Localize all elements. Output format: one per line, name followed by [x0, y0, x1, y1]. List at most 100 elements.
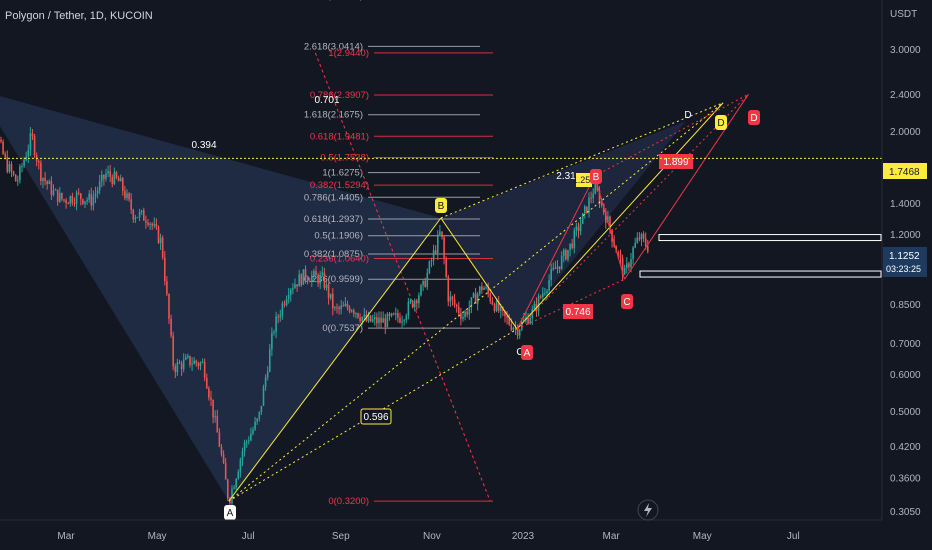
candle-body[interactable]: [388, 313, 391, 316]
candle-body[interactable]: [638, 237, 641, 240]
candle-body[interactable]: [430, 260, 433, 262]
candle-body[interactable]: [134, 217, 137, 220]
candle-body[interactable]: [558, 266, 561, 269]
candle-body[interactable]: [208, 388, 210, 398]
candle-body[interactable]: [623, 267, 626, 275]
candle-body[interactable]: [640, 234, 643, 240]
candle-body[interactable]: [48, 181, 51, 185]
candle-body[interactable]: [451, 296, 454, 300]
candle-body[interactable]: [325, 284, 328, 288]
candle-body[interactable]: [369, 315, 372, 322]
candle-body[interactable]: [472, 293, 475, 298]
candle-body[interactable]: [166, 281, 168, 295]
candle-body[interactable]: [145, 220, 147, 223]
candle-body[interactable]: [126, 193, 128, 199]
candle-body[interactable]: [327, 284, 330, 299]
candle-body[interactable]: [340, 305, 342, 309]
candle-body[interactable]: [88, 193, 90, 200]
candle-body[interactable]: [69, 196, 72, 204]
candle-body[interactable]: [367, 315, 370, 322]
candle-body[interactable]: [264, 377, 267, 387]
candle-body[interactable]: [329, 293, 332, 299]
candle-body[interactable]: [281, 303, 284, 316]
candle-body[interactable]: [512, 328, 515, 330]
candle-body[interactable]: [405, 315, 408, 321]
candle-body[interactable]: [455, 304, 458, 307]
candle-body[interactable]: [63, 199, 65, 201]
yellow-leg-cd[interactable]: [516, 102, 724, 330]
candle-body[interactable]: [371, 319, 374, 322]
candle-body[interactable]: [544, 293, 546, 295]
candle-body[interactable]: [390, 313, 393, 316]
candle-body[interactable]: [6, 156, 9, 172]
candle-body[interactable]: [434, 250, 437, 254]
candle-body[interactable]: [424, 280, 426, 287]
candle-body[interactable]: [294, 284, 296, 289]
candle-body[interactable]: [237, 471, 240, 480]
candle-body[interactable]: [598, 190, 601, 205]
yellow-leg-bc[interactable]: [440, 217, 518, 330]
red-leg-bd[interactable]: [594, 93, 749, 177]
candle-body[interactable]: [172, 335, 174, 367]
candle-body[interactable]: [155, 223, 158, 227]
candle-body[interactable]: [40, 162, 42, 182]
candle-body[interactable]: [571, 243, 573, 249]
candle-body[interactable]: [252, 429, 254, 434]
time-axis-panel[interactable]: [0, 520, 932, 550]
candle-body[interactable]: [361, 317, 363, 321]
candle-body[interactable]: [518, 329, 521, 336]
candle-body[interactable]: [533, 303, 536, 310]
candle-body[interactable]: [468, 307, 471, 315]
candle-body[interactable]: [342, 305, 345, 307]
candle-body[interactable]: [279, 315, 282, 318]
candle-body[interactable]: [100, 174, 103, 182]
candle-body[interactable]: [86, 199, 88, 202]
candle-body[interactable]: [132, 209, 135, 220]
candle-body[interactable]: [31, 133, 34, 137]
candle-body[interactable]: [117, 177, 120, 182]
candle-body[interactable]: [90, 193, 93, 206]
candle-body[interactable]: [415, 300, 418, 304]
candle-body[interactable]: [426, 272, 429, 287]
candle-body[interactable]: [184, 357, 187, 360]
candle-body[interactable]: [304, 269, 307, 280]
candle-body[interactable]: [359, 317, 361, 321]
candle-body[interactable]: [241, 451, 244, 460]
candle-body[interactable]: [541, 293, 544, 298]
candle-body[interactable]: [109, 171, 111, 177]
candle-body[interactable]: [590, 197, 592, 199]
candle-body[interactable]: [460, 313, 462, 319]
candle-body[interactable]: [136, 217, 139, 219]
candle-body[interactable]: [92, 196, 95, 206]
candle-body[interactable]: [432, 250, 435, 261]
candle-body[interactable]: [107, 171, 109, 174]
candle-body[interactable]: [453, 299, 456, 305]
candle-body[interactable]: [630, 259, 632, 268]
candle-body[interactable]: [27, 149, 30, 157]
candle-body[interactable]: [489, 293, 492, 302]
candle-body[interactable]: [115, 172, 118, 178]
candle-body[interactable]: [275, 316, 277, 332]
candle-body[interactable]: [487, 287, 489, 294]
candle-body[interactable]: [84, 201, 86, 204]
candle-body[interactable]: [384, 318, 387, 327]
red-leg-bc[interactable]: [594, 175, 626, 280]
candle-body[interactable]: [581, 213, 584, 224]
candle-body[interactable]: [289, 289, 292, 295]
candle-body[interactable]: [235, 479, 237, 488]
candle-body[interactable]: [573, 230, 576, 249]
candle-body[interactable]: [103, 174, 105, 179]
candle-body[interactable]: [50, 181, 53, 195]
candle-body[interactable]: [516, 327, 519, 336]
candle-body[interactable]: [119, 178, 122, 182]
candle-body[interactable]: [462, 317, 464, 319]
candle-body[interactable]: [355, 313, 357, 315]
candle-body[interactable]: [75, 192, 78, 204]
candle-body[interactable]: [262, 386, 265, 406]
candle-body[interactable]: [287, 294, 290, 300]
candle-body[interactable]: [464, 311, 466, 318]
candle-body[interactable]: [292, 288, 294, 290]
candle-body[interactable]: [514, 327, 517, 329]
candle-body[interactable]: [98, 181, 101, 191]
candle-body[interactable]: [163, 257, 166, 282]
